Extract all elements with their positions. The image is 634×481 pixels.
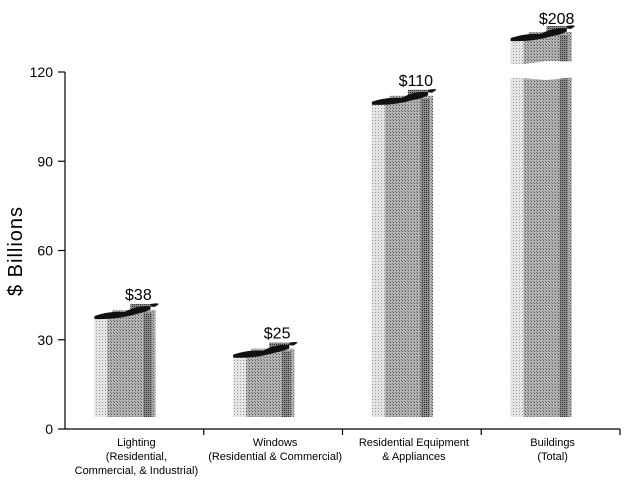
category-labels: Lighting (Residential, Commercial, & Indus… [75,437,576,477]
bar-top [94,303,159,320]
bar-facet [143,312,152,417]
axis-break [508,61,607,80]
bar-facet [559,35,569,64]
bar-top [510,25,575,42]
bar-top [233,342,298,358]
bar [371,89,437,417]
y-tick-label: 120 [30,64,54,80]
category-label: (Residential, [106,451,167,463]
category-label: Windows [253,437,298,449]
bar [94,303,159,417]
bar-facet [282,351,291,417]
value-label: $25 [264,326,291,343]
category-label: Lighting [117,437,156,449]
category-label: & Appliances [382,451,446,463]
bar-top [371,89,437,105]
bar-facet [523,38,560,64]
bar-facet [523,78,560,417]
value-labels: $38 $25 $110 $208 [125,11,575,343]
bar-facet [246,354,283,417]
bar [233,342,298,417]
bar-facet [559,75,569,417]
value-label: $110 [399,73,434,90]
value-label: $38 [125,287,152,304]
value-label: $208 [539,11,575,28]
y-ticks: 0 30 60 90 120 [30,64,65,437]
y-axis-title: $ Billions [5,206,27,296]
bar-facet [384,101,421,417]
y-tick-label: 30 [37,332,53,348]
bars [94,25,607,417]
bar-facet [420,98,430,417]
y-tick-label: 90 [37,153,53,169]
bar-facet [107,315,144,417]
category-label: (Total) [537,451,568,463]
category-label: Buildings [530,437,575,449]
y-tick-label: 60 [37,243,53,259]
category-label: Commercial, & Industrial) [75,465,198,477]
bar [508,25,607,417]
category-label: (Residential & Commercial) [208,451,342,463]
category-label: Residential Equipment [359,437,469,449]
x-ticks [203,429,621,435]
y-tick-label: 0 [45,421,53,437]
